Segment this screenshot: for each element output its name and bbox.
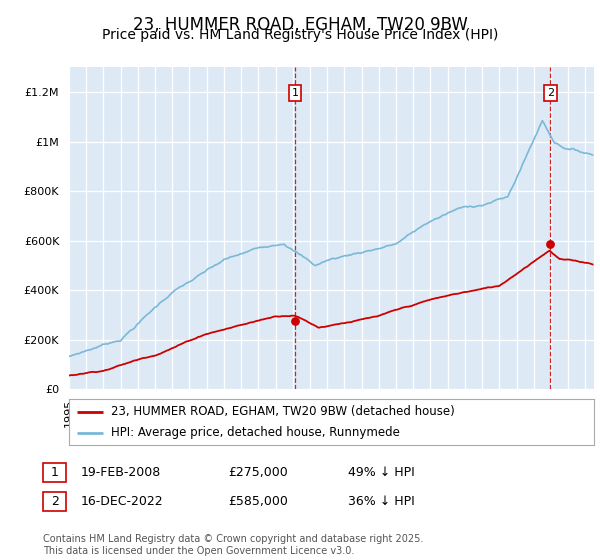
Text: HPI: Average price, detached house, Runnymede: HPI: Average price, detached house, Runn… [111, 426, 400, 439]
Text: 2: 2 [50, 494, 59, 508]
Text: £585,000: £585,000 [228, 494, 288, 508]
Text: Contains HM Land Registry data © Crown copyright and database right 2025.
This d: Contains HM Land Registry data © Crown c… [43, 534, 424, 556]
Text: 1: 1 [50, 465, 59, 479]
Text: 1: 1 [292, 88, 298, 98]
Text: 49% ↓ HPI: 49% ↓ HPI [348, 465, 415, 479]
Text: 2: 2 [547, 88, 554, 98]
Text: 19-FEB-2008: 19-FEB-2008 [81, 465, 161, 479]
Text: 23, HUMMER ROAD, EGHAM, TW20 9BW: 23, HUMMER ROAD, EGHAM, TW20 9BW [133, 16, 467, 34]
Text: 16-DEC-2022: 16-DEC-2022 [81, 494, 164, 508]
Text: £275,000: £275,000 [228, 465, 288, 479]
Text: 36% ↓ HPI: 36% ↓ HPI [348, 494, 415, 508]
Point [545, 240, 555, 249]
Point [290, 316, 299, 325]
Text: 23, HUMMER ROAD, EGHAM, TW20 9BW (detached house): 23, HUMMER ROAD, EGHAM, TW20 9BW (detach… [111, 405, 455, 418]
Text: Price paid vs. HM Land Registry's House Price Index (HPI): Price paid vs. HM Land Registry's House … [102, 28, 498, 42]
